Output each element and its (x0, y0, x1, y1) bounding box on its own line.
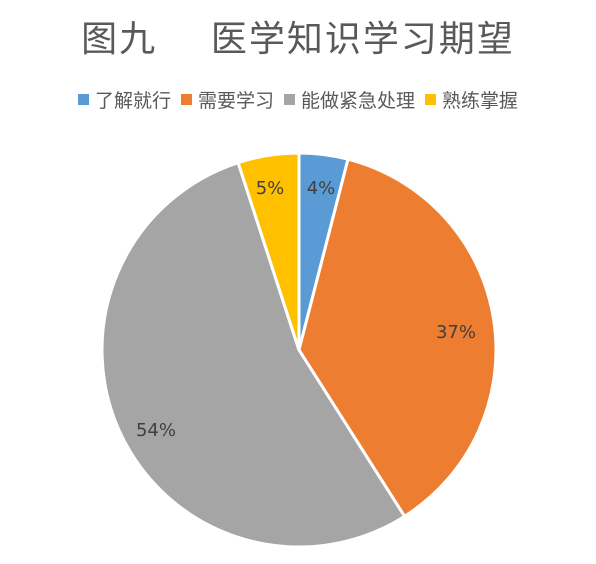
legend-swatch-need-learn (180, 94, 192, 105)
chart-title: 图九 医学知识学习期望 (81, 19, 515, 60)
legend-label-need-learn: 需要学习 (197, 90, 274, 112)
legend-swatch-master (425, 94, 437, 105)
legend-swatch-understand (77, 94, 89, 105)
legend-item-understand: 了解就行 (77, 86, 171, 113)
slice-emergency (100, 161, 407, 549)
legend-label-understand: 了解就行 (94, 90, 171, 112)
chart-legend: 了解就行 需要学习 能做紧急处理 熟练掌握 (0, 86, 596, 113)
label-emergency: 54% (136, 420, 176, 441)
slice-master (236, 151, 301, 352)
label-master: 5% (256, 178, 285, 199)
legend-item-master: 熟练掌握 (425, 86, 518, 113)
legend-swatch-emergency (284, 94, 295, 105)
legend-item-emergency: 能做紧急处理 (284, 86, 415, 113)
legend-label-master: 熟练掌握 (442, 90, 519, 112)
legend-item-need-learn: 需要学习 (180, 86, 274, 113)
label-need-learn: 37% (436, 322, 476, 343)
label-understand: 4% (307, 178, 336, 199)
legend-label-emergency: 能做紧急处理 (301, 90, 416, 112)
